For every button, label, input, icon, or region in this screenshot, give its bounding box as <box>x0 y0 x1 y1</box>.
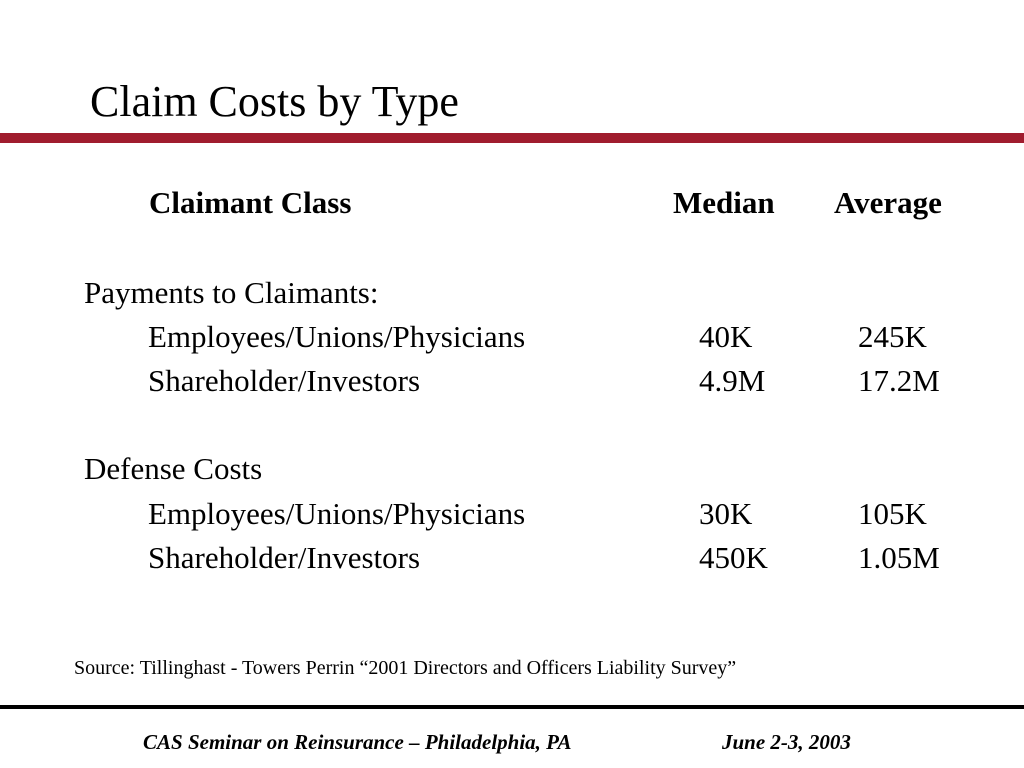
title-divider <box>0 133 1024 143</box>
row-average: 1.05M <box>858 540 940 575</box>
row-average: 245K <box>858 319 927 354</box>
row-label: Employees/Unions/Physicians <box>148 319 526 354</box>
header-average: Average <box>834 185 942 220</box>
row-median: 40K <box>699 319 753 354</box>
footer-seminar: CAS Seminar on Reinsurance – Philadelphi… <box>143 730 572 754</box>
row-average: 17.2M <box>858 363 940 398</box>
header-median: Median <box>673 185 775 220</box>
slide-title: Claim Costs by Type <box>90 77 459 126</box>
row-median: 450K <box>699 540 768 575</box>
row-label: Shareholder/Investors <box>148 363 421 398</box>
row-label: Employees/Unions/Physicians <box>148 496 526 531</box>
footer-divider-bar <box>0 705 1024 709</box>
title-divider-bar <box>0 133 1024 143</box>
row-median: 4.9M <box>699 363 766 398</box>
footer-divider <box>0 705 1024 709</box>
source-citation: Source: Tillinghast - Towers Perrin “200… <box>74 657 737 679</box>
section-heading: Defense Costs <box>84 451 263 486</box>
row-average: 105K <box>858 496 927 531</box>
header-claimant-class: Claimant Class <box>149 185 352 220</box>
section-heading: Payments to Claimants: <box>84 275 379 310</box>
row-median: 30K <box>699 496 753 531</box>
row-label: Shareholder/Investors <box>148 540 421 575</box>
footer-date: June 2-3, 2003 <box>722 730 851 754</box>
